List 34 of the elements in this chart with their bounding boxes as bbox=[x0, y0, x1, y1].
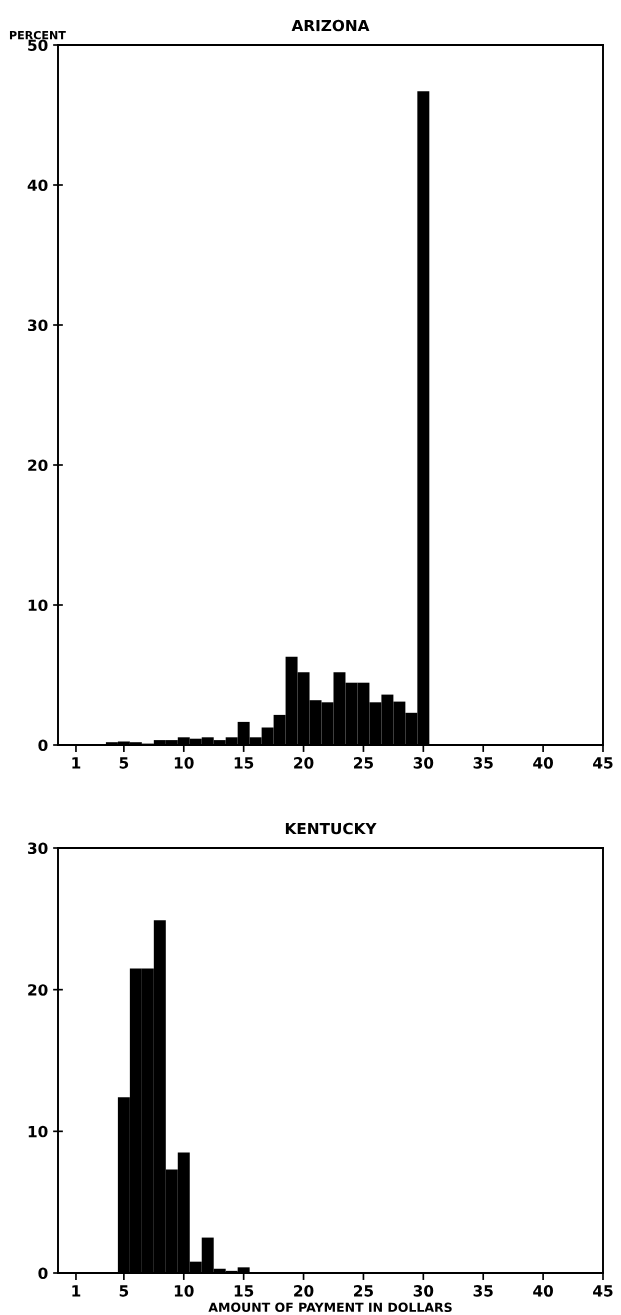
x-tick-label: 20 bbox=[294, 757, 314, 769]
y-tick-label: 20 bbox=[28, 459, 48, 472]
y-tick-label: 0 bbox=[38, 1267, 48, 1280]
y-tick-label: 40 bbox=[27, 179, 48, 192]
y-tick-label: 0 bbox=[38, 739, 48, 752]
y-tick-label: 20 bbox=[28, 984, 48, 996]
x-tick-label: 25 bbox=[354, 757, 373, 769]
x-tick-label: 1 bbox=[72, 757, 81, 769]
y-tick-label: 10 bbox=[28, 599, 48, 612]
chart-title: KENTUCKY bbox=[285, 822, 377, 835]
x-tick-label: 1 bbox=[72, 1285, 81, 1297]
x-tick-label: 15 bbox=[234, 757, 254, 769]
chart-title: ARIZONA bbox=[291, 19, 370, 32]
y-tick-label: 50 bbox=[28, 39, 48, 52]
y-tick-label: 30 bbox=[28, 319, 48, 332]
x-tick-label: 5 bbox=[119, 757, 129, 769]
y-tick-label: 30 bbox=[28, 842, 48, 855]
x-tick-label: 45 bbox=[593, 1285, 613, 1297]
x-tick-label: 25 bbox=[354, 1285, 373, 1297]
x-tick-label: 30 bbox=[413, 1285, 434, 1297]
x-axis-title: AMOUNT OF PAYMENT IN DOLLARS bbox=[208, 1302, 452, 1313]
x-tick-label: 40 bbox=[533, 1285, 554, 1297]
x-tick-label: 35 bbox=[473, 757, 493, 769]
y-axis-title: PERCENT bbox=[9, 30, 66, 40]
x-tick-label: 35 bbox=[473, 1285, 493, 1297]
x-tick-label: 20 bbox=[294, 1285, 314, 1297]
x-tick-label: 5 bbox=[119, 1285, 129, 1297]
x-tick-label: 30 bbox=[413, 757, 434, 769]
y-tick-label: 10 bbox=[28, 1125, 48, 1138]
x-tick-label: 40 bbox=[533, 757, 554, 769]
x-tick-label: 45 bbox=[593, 757, 613, 769]
x-tick-label: 10 bbox=[174, 757, 194, 769]
x-tick-label: 10 bbox=[174, 1285, 194, 1297]
x-tick-label: 15 bbox=[234, 1285, 254, 1297]
